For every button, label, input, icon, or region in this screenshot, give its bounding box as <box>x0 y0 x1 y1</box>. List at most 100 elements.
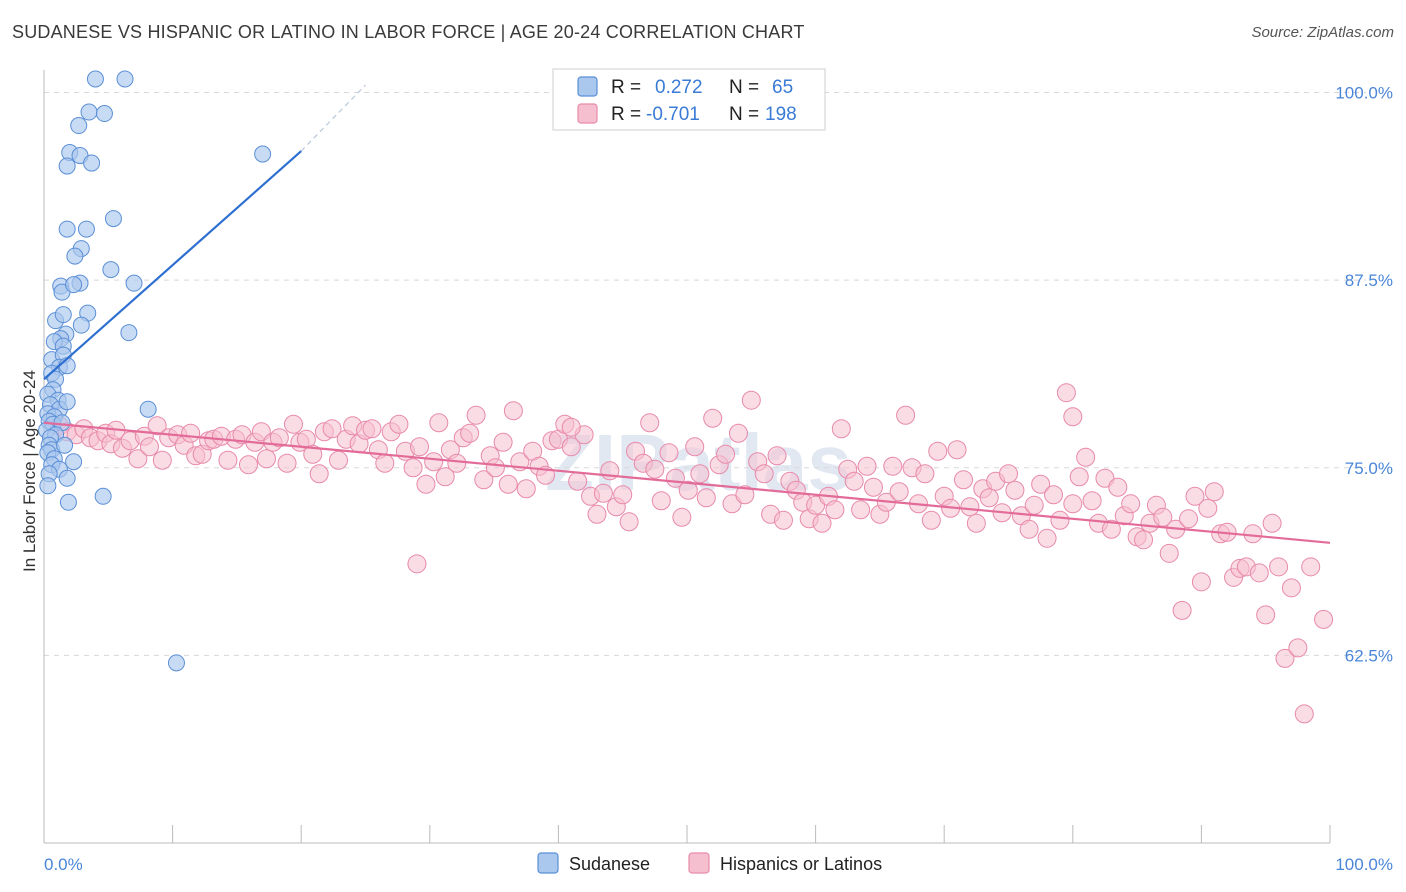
hispanic-point <box>883 456 903 476</box>
hispanic-point <box>690 464 710 484</box>
sudanese-point <box>80 103 98 121</box>
hispanic-point <box>953 470 973 490</box>
hispanic-trend-line <box>43 421 1331 544</box>
sudanese-point <box>66 247 84 265</box>
hispanic-point <box>498 474 518 494</box>
bottom-legend-swatch-sudanese <box>537 852 559 874</box>
hispanic-point <box>362 419 382 439</box>
sudanese-point <box>83 154 101 172</box>
hispanic-point <box>407 554 427 574</box>
sudanese-point <box>56 436 74 454</box>
hispanic-point <box>410 437 430 457</box>
grid-lines <box>44 92 1366 656</box>
hispanic-point <box>485 458 505 478</box>
hispanic-point <box>857 456 877 476</box>
hispanic-point <box>328 450 348 470</box>
hispanic-point <box>966 513 986 533</box>
hispanic-point <box>447 453 467 473</box>
hispanic-point <box>1019 519 1039 539</box>
y-tick-label: 75.0% <box>1345 459 1393 478</box>
sudanese-point <box>70 117 88 135</box>
hispanic-point <box>863 477 883 497</box>
hispanic-point <box>1288 638 1308 658</box>
hispanic-point <box>1281 578 1301 598</box>
hispanic-point <box>678 480 698 500</box>
legend-swatch-hispanic <box>577 103 598 124</box>
hispanic-point <box>1056 383 1076 403</box>
hispanic-point <box>1262 513 1282 533</box>
hispanic-point <box>1204 482 1224 502</box>
hispanic-point <box>561 437 581 457</box>
sudanese-trend-line <box>43 150 302 381</box>
sudanese-point <box>77 220 95 238</box>
sudanese-point <box>58 220 76 238</box>
sudanese-point <box>94 487 112 505</box>
legend-swatch-sudanese <box>577 76 598 97</box>
hispanic-point <box>587 504 607 524</box>
hispanic-point <box>915 464 935 484</box>
sudanese-point <box>58 393 76 411</box>
hispanic-point <box>1076 447 1096 467</box>
hispanic-point <box>416 474 436 494</box>
hispanic-point <box>651 491 671 511</box>
sudanese-point <box>65 276 83 294</box>
hispanic-point <box>645 459 665 479</box>
hispanic-point <box>640 413 660 433</box>
hispanic-point <box>1044 485 1064 505</box>
sudanese-point <box>95 105 113 123</box>
hispanic-point <box>181 423 201 443</box>
hispanic-point <box>1005 480 1025 500</box>
sudanese-point <box>39 477 57 495</box>
sudanese-point <box>102 261 120 279</box>
hispanic-point <box>1301 557 1321 577</box>
hispanic-point <box>672 507 692 527</box>
hispanic-point <box>773 510 793 530</box>
hispanic-point <box>1159 543 1179 563</box>
hispanic-point <box>1121 494 1141 514</box>
trend-lines <box>43 84 1331 544</box>
y-tick-label: 100.0% <box>1335 84 1393 103</box>
sudanese-point <box>72 316 90 334</box>
legend-r-label: R = <box>611 77 641 98</box>
hispanic-point <box>389 414 409 434</box>
sudanese-point <box>58 157 76 175</box>
legend-r-value: 0.272 <box>655 77 703 98</box>
legend-frame <box>552 68 826 131</box>
hispanic-point <box>825 500 845 520</box>
hispanic-point <box>1069 467 1089 487</box>
sudanese-point <box>139 400 157 418</box>
sudanese-point <box>167 654 185 672</box>
hispanic-point <box>659 443 679 463</box>
tick-labels: 100.0% 87.5% 75.0% 62.5% 0.0% 100.0% <box>44 84 1393 874</box>
bottom-legend-sudanese: Sudanese <box>569 854 650 874</box>
sudanese-point <box>254 145 272 163</box>
hispanic-points <box>49 383 1334 724</box>
y-tick-label: 87.5% <box>1345 271 1393 290</box>
hispanic-point <box>403 458 423 478</box>
hispanic-point <box>1179 509 1199 529</box>
hispanic-point <box>1314 609 1334 629</box>
hispanic-point <box>921 510 941 530</box>
hispanic-point <box>703 408 723 428</box>
legend-n-value: 198 <box>765 104 797 125</box>
hispanic-point <box>1243 524 1263 544</box>
hispanic-point <box>1269 557 1289 577</box>
hispanic-point <box>277 453 297 473</box>
chart-title: SUDANESE VS HISPANIC OR LATINO IN LABOR … <box>12 22 805 42</box>
hispanic-point <box>1101 519 1121 539</box>
hispanic-point <box>928 441 948 461</box>
hispanic-point <box>238 455 258 475</box>
hispanic-point <box>139 437 159 457</box>
hispanic-point <box>1198 498 1218 518</box>
chart-source: Source: ZipAtlas.com <box>1251 24 1394 41</box>
sudanese-point <box>104 210 122 228</box>
y-axis-label: In Labor Force | Age 20-24 <box>20 370 39 572</box>
hispanic-point <box>218 450 238 470</box>
legend-r-value: -0.701 <box>646 104 700 125</box>
hispanic-point <box>1185 486 1205 506</box>
sudanese-points <box>38 70 272 672</box>
hispanic-point <box>1063 407 1083 427</box>
hispanic-point <box>1050 510 1070 530</box>
hispanic-point <box>831 419 851 439</box>
